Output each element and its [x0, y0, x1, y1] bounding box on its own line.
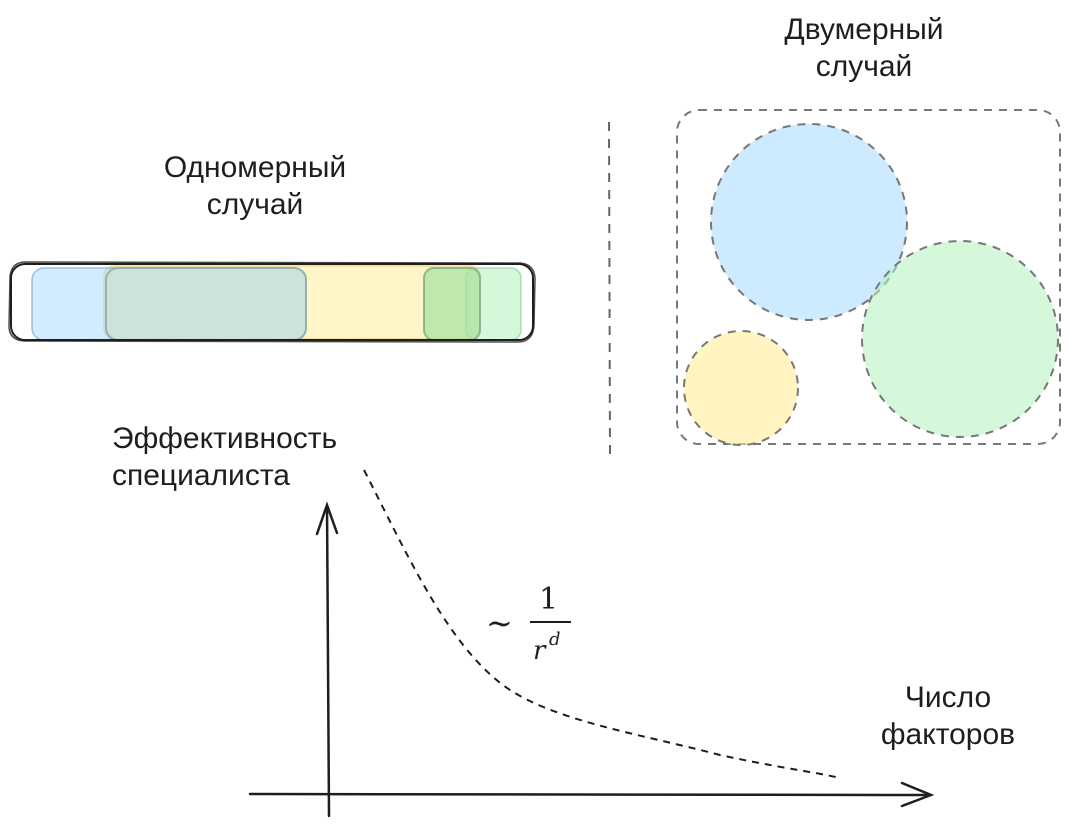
one-d-bar-group [8, 261, 536, 343]
one-d-title: Одномерный случай [163, 151, 347, 221]
one-d-outline [10, 263, 534, 341]
x-axis [248, 792, 932, 797]
two-d-circle-green [861, 240, 1059, 438]
two-d-title: Двумерный случай [784, 13, 944, 83]
x-axis-arrowhead [900, 781, 935, 808]
one-d-outline-sketch [8, 261, 536, 343]
one-d-segment-overlap [105, 267, 307, 341]
formula: ∼ 1 r d [486, 582, 571, 666]
formula-tilde: ∼ [486, 604, 513, 642]
formula-exponent: d [549, 629, 561, 650]
axes [248, 501, 935, 818]
y-axis [325, 504, 331, 818]
formula-numerator: 1 [539, 582, 558, 617]
one-d-segment-green [423, 267, 481, 341]
two-d-circle-yellow [683, 330, 799, 446]
two-d-circle-blue [710, 123, 908, 321]
formula-denominator: r [533, 636, 547, 666]
y-axis-arrowhead [315, 501, 339, 536]
decay-curve [363, 469, 841, 779]
section-separator [608, 121, 611, 457]
y-axis-label: Эффективность специалиста [112, 422, 338, 492]
two-d-group [676, 109, 1061, 446]
x-axis-label: Число факторов [880, 681, 1016, 751]
two-d-frame [676, 109, 1061, 445]
